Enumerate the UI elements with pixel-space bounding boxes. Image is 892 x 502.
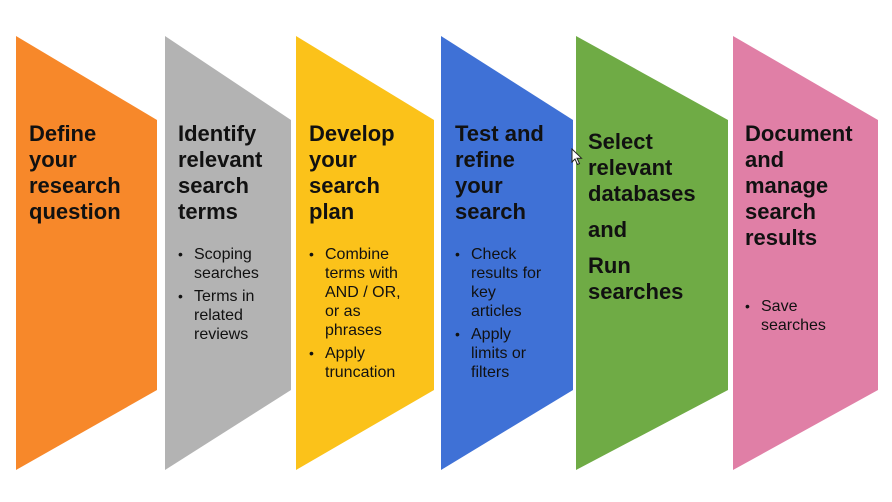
step-6-title: Document and manage search results [745, 121, 875, 251]
step-3: Develop your search plan [309, 121, 429, 225]
step-5: Select relevant databases and Run search… [588, 129, 724, 305]
step-3-title-line: Develop [309, 121, 395, 146]
step-6-title-line: search [745, 199, 816, 224]
bullet-line: filters [471, 364, 510, 381]
bullet-line: Save [761, 298, 798, 315]
step-1-title-line: question [29, 199, 121, 224]
step-4-bullet: Check results for key articles [455, 245, 571, 321]
bullet-line: limits or [471, 345, 527, 362]
bullet-line: reviews [194, 326, 249, 343]
step-5-title-line: Run [588, 253, 631, 278]
bullet-line: Terms in [194, 288, 255, 305]
step-5-title-line: Select [588, 129, 653, 154]
step-3-bullet: Combine terms with AND / OR, or as phras… [309, 245, 431, 340]
step-3-bullets: Combine terms with AND / OR, or as phras… [309, 245, 431, 386]
bullet-line: phrases [325, 322, 382, 339]
step-2-title-line: terms [178, 199, 238, 224]
step-1-title-line: research [29, 173, 121, 198]
step-6-title-line: and [745, 147, 785, 172]
bullet-line: related [194, 307, 243, 324]
bullet-line: terms with [325, 265, 398, 282]
step-2-title-line: relevant [178, 147, 263, 172]
bullet-line: Apply [471, 326, 512, 343]
bullet-line: searches [194, 265, 259, 282]
step-6: Document and manage search results [745, 121, 875, 251]
step-5-and-text: and [588, 217, 628, 242]
step-1-title-line: Define [29, 121, 97, 146]
bullet-line: key [471, 284, 496, 301]
step-5-run-title: Run searches [588, 253, 724, 305]
step-1-chevron [16, 36, 157, 470]
step-1-title: Define your research question [29, 121, 155, 225]
step-2-bullet: Terms in related reviews [178, 287, 288, 344]
step-1-title-line: your [29, 147, 77, 172]
bullet-line: Scoping [194, 246, 252, 263]
step-6-bullets: Save searches [745, 297, 875, 339]
bullet-line: Apply [325, 345, 366, 362]
step-5-title-line: searches [588, 279, 684, 304]
step-2-bullets: Scoping searches Terms in related review… [178, 245, 288, 348]
step-3-title: Develop your search plan [309, 121, 429, 225]
step-6-title-line: Document [745, 121, 853, 146]
step-3-title-line: search [309, 173, 380, 198]
step-2-bullet: Scoping searches [178, 245, 288, 283]
bullet-line: AND / OR, [325, 284, 401, 301]
bullet-line: articles [471, 303, 522, 320]
step-4-title-line: search [455, 199, 526, 224]
step-4-title-line: Test and [455, 121, 544, 146]
step-4: Test and refine your search [455, 121, 571, 225]
step-2-title-line: Identify [178, 121, 257, 146]
step-4-title-line: refine [455, 147, 515, 172]
step-6-title-line: results [745, 225, 818, 250]
step-4-title: Test and refine your search [455, 121, 571, 225]
bullet-line: or as [325, 303, 361, 320]
bullet-line: Combine [325, 246, 390, 263]
step-2-title-line: search [178, 173, 249, 198]
step-2-title: Identify relevant search terms [178, 121, 288, 225]
step-5-and: and [588, 217, 724, 243]
step-4-title-line: your [455, 173, 503, 198]
step-3-title-line: your [309, 147, 357, 172]
step-5-title-line: databases [588, 181, 696, 206]
step-6-title-line: manage [745, 173, 829, 198]
bullet-line: searches [761, 317, 826, 334]
step-5-chevron [576, 36, 728, 470]
bullet-line: truncation [325, 364, 396, 381]
mouse-pointer-icon [571, 148, 583, 166]
step-6-bullet: Save searches [745, 297, 875, 335]
step-6-chevron [733, 36, 878, 470]
step-3-bullet: Apply truncation [309, 344, 431, 382]
step-5-title: Select relevant databases [588, 129, 724, 207]
step-3-title-line: plan [309, 199, 355, 224]
step-4-bullet: Apply limits or filters [455, 325, 571, 382]
bullet-line: results for [471, 265, 542, 282]
step-4-bullets: Check results for key articles Apply lim… [455, 245, 571, 386]
step-5-title-line: relevant [588, 155, 673, 180]
step-1: Define your research question [29, 121, 155, 225]
step-2: Identify relevant search terms [178, 121, 288, 225]
bullet-line: Check [471, 246, 517, 263]
